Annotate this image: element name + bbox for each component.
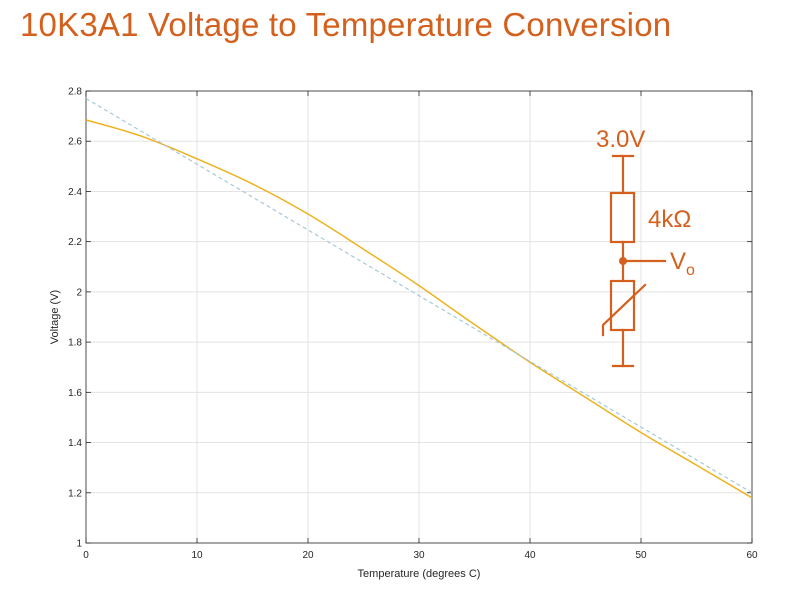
resistor-symbol	[609, 191, 636, 244]
voltage-curve	[85, 119, 753, 499]
x-tick-label: 0	[83, 550, 89, 561]
x-tick-label: 30	[413, 550, 425, 561]
output-voltage-subscript: o	[686, 262, 695, 279]
y-tick-label: 1.6	[68, 388, 82, 399]
x-tick-label: 50	[635, 550, 647, 561]
supply-voltage-label: 3.0V	[596, 126, 645, 153]
output-voltage-label: Vo	[670, 248, 695, 279]
x-tick-label: 40	[524, 550, 536, 561]
y-tick-label: 2.2	[68, 237, 82, 248]
y-tick-label: 2.4	[68, 187, 82, 198]
y-tick-label: 1	[76, 539, 82, 550]
output-voltage-symbol: V	[670, 248, 686, 275]
grid-layer	[85, 90, 753, 544]
slide-title: 10K3A1 Voltage to Temperature Conversion	[20, 6, 672, 43]
y-tick-label: 2.8	[68, 87, 82, 98]
x-tick-label: 10	[191, 550, 203, 561]
x-axis-label: Temperature (degrees C)	[358, 568, 481, 580]
thermistor-diagonal	[601, 283, 647, 337]
y-tick-label: 1.8	[68, 338, 82, 349]
series-layer	[85, 98, 753, 499]
x-tick-label: 20	[302, 550, 314, 561]
tick-layer: 0 10 20 30 40 50 60 1 1.2 1.4 1.6 1.8 2 2.2 2.4 2.6 2.8	[68, 87, 758, 562]
x-tick-label: 60	[746, 550, 758, 561]
y-tick-label: 2	[76, 287, 82, 298]
y-tick-label: 2.6	[68, 137, 82, 148]
y-tick-label: 1.4	[68, 438, 82, 449]
y-axis-label: Voltage (V)	[49, 290, 61, 344]
resistor-value-label: 4kΩ	[648, 206, 691, 233]
voltage-divider-circuit: 3.0V 4kΩ Vo	[596, 126, 695, 368]
y-tick-label: 1.2	[68, 488, 82, 499]
linear-fit-line	[85, 98, 753, 494]
